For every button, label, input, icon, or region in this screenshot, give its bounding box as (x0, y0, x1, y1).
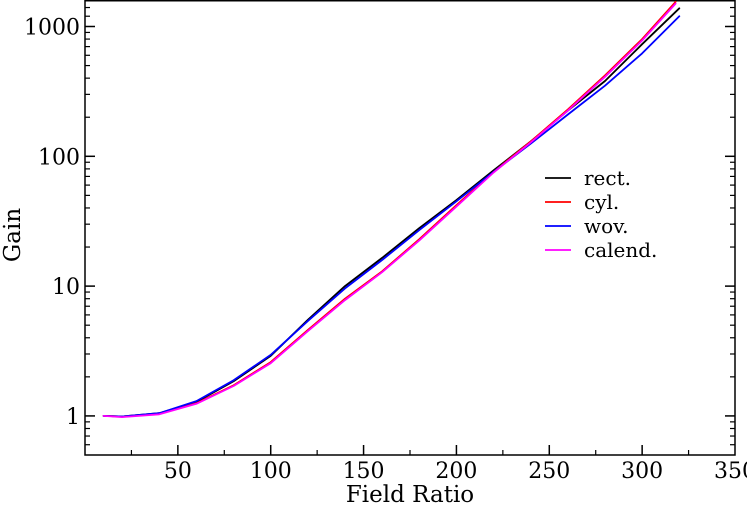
x-tick-label: 200 (435, 459, 477, 484)
y-axis-title: Gain (0, 208, 26, 262)
y-tick-label: 100 (38, 145, 80, 170)
legend-label: cyl. (584, 190, 619, 214)
legend-label: rect. (584, 166, 631, 190)
y-tick-label: 10 (52, 275, 80, 300)
x-tick-label: 150 (343, 459, 385, 484)
series-line-wov (102, 15, 681, 418)
x-tick-label: 300 (621, 459, 663, 484)
legend-label: calend. (584, 238, 657, 262)
y-tick-label: 1000 (24, 15, 80, 40)
y-tick-label: 1 (66, 405, 80, 430)
x-tick-label: 100 (250, 459, 292, 484)
series-line-calend (102, 2, 677, 419)
x-axis-title: Field Ratio (346, 482, 474, 506)
x-tick-label: 250 (528, 459, 570, 484)
legend-label: wov. (584, 214, 628, 238)
x-tick-label: 350 (714, 459, 747, 484)
x-tick-label: 50 (164, 459, 192, 484)
plot-frame (84, 0, 736, 456)
